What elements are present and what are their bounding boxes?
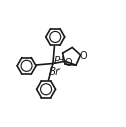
Text: Br: Br bbox=[49, 67, 60, 77]
Text: ⁻: ⁻ bbox=[56, 66, 61, 75]
Text: P: P bbox=[54, 56, 60, 66]
Text: +: + bbox=[58, 55, 65, 64]
Text: O: O bbox=[64, 58, 72, 68]
Text: O: O bbox=[80, 51, 87, 61]
